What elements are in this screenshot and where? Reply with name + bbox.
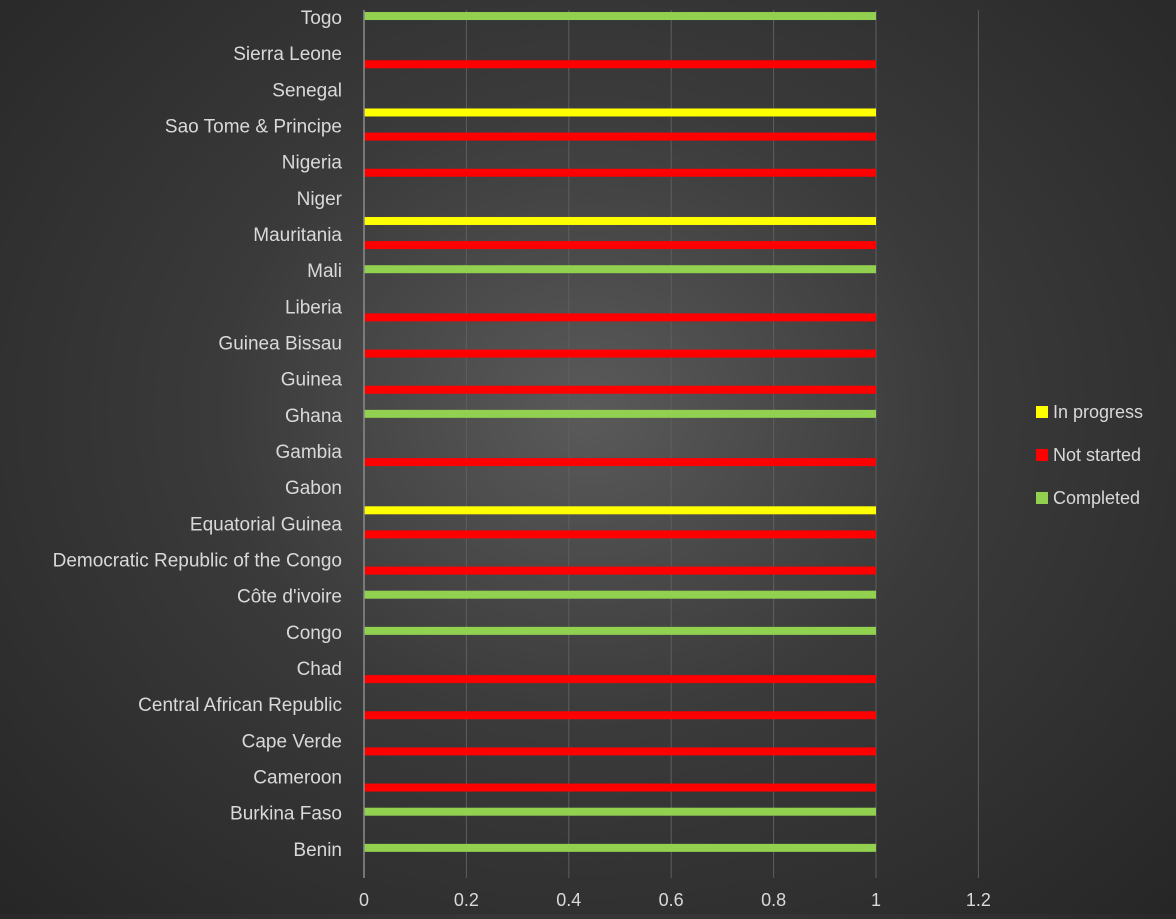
legend-swatch — [1036, 406, 1048, 418]
bar — [364, 12, 876, 21]
category-label: Togo — [301, 8, 342, 29]
x-tick-label: 0.8 — [761, 890, 786, 910]
x-tick-label: 0.4 — [556, 890, 581, 910]
category-label: Guinea Bissau — [218, 334, 342, 355]
gridlines — [465, 10, 979, 878]
bar — [364, 349, 876, 358]
x-tick-label: 0.6 — [659, 890, 684, 910]
bar — [364, 626, 876, 635]
category-label: Ghana — [285, 406, 342, 427]
bars — [364, 12, 876, 852]
bar — [364, 265, 876, 274]
bar — [364, 241, 876, 250]
bar — [364, 60, 876, 69]
category-label: Sao Tome & Principe — [165, 117, 342, 138]
bar — [364, 313, 876, 322]
category-label: Mali — [307, 261, 342, 282]
category-label: Côte d'ivoire — [237, 587, 342, 608]
category-label: Liberia — [285, 297, 342, 318]
bar — [364, 747, 876, 756]
category-label: Nigeria — [282, 153, 343, 174]
bar — [364, 530, 876, 539]
legend-label: Completed — [1053, 488, 1140, 508]
category-label: Senegal — [272, 80, 342, 101]
category-label: Cape Verde — [242, 731, 342, 752]
bar — [364, 843, 876, 852]
category-label: Congo — [286, 623, 342, 644]
bar — [364, 409, 876, 418]
category-label: Niger — [297, 189, 343, 210]
bar — [364, 675, 876, 684]
category-label: Benin — [293, 840, 342, 861]
legend-label: In progress — [1053, 402, 1143, 422]
bar — [364, 458, 876, 467]
category-label: Gabon — [285, 478, 342, 499]
legend: In progress Not started Completed — [1036, 402, 1143, 508]
bar — [364, 108, 876, 117]
category-label: Democratic Republic of the Congo — [53, 551, 342, 572]
x-tick-label: 1 — [871, 890, 881, 910]
bar — [364, 168, 876, 177]
bar — [364, 807, 876, 816]
bar — [364, 711, 876, 720]
x-tick-labels: 0 0.2 0.4 0.6 0.8 1 1.2 — [359, 890, 991, 910]
category-labels: Benin Burkina Faso Cameroon Cape Verde Centr… — [53, 8, 343, 861]
category-label: Burkina Faso — [230, 804, 342, 825]
legend-label: Not started — [1053, 445, 1141, 465]
legend-swatch — [1036, 492, 1048, 504]
x-tick-label: 1.2 — [966, 890, 991, 910]
bar — [364, 783, 876, 792]
category-label: Cameroon — [253, 768, 342, 789]
bar — [364, 506, 876, 515]
category-label: Chad — [297, 659, 342, 680]
bar — [364, 590, 876, 599]
category-label: Equatorial Guinea — [190, 514, 343, 535]
x-tick-label: 0.2 — [454, 890, 479, 910]
category-label: Sierra Leone — [233, 44, 342, 65]
category-label: Mauritania — [253, 225, 342, 246]
category-label: Gambia — [275, 442, 342, 463]
legend-swatch — [1036, 449, 1048, 461]
bar — [364, 385, 876, 394]
bar — [364, 216, 876, 225]
category-label: Guinea — [281, 370, 343, 391]
x-tick-label: 0 — [359, 890, 369, 910]
bar — [364, 132, 876, 141]
category-label: Central African Republic — [138, 695, 342, 716]
bar — [364, 566, 876, 575]
